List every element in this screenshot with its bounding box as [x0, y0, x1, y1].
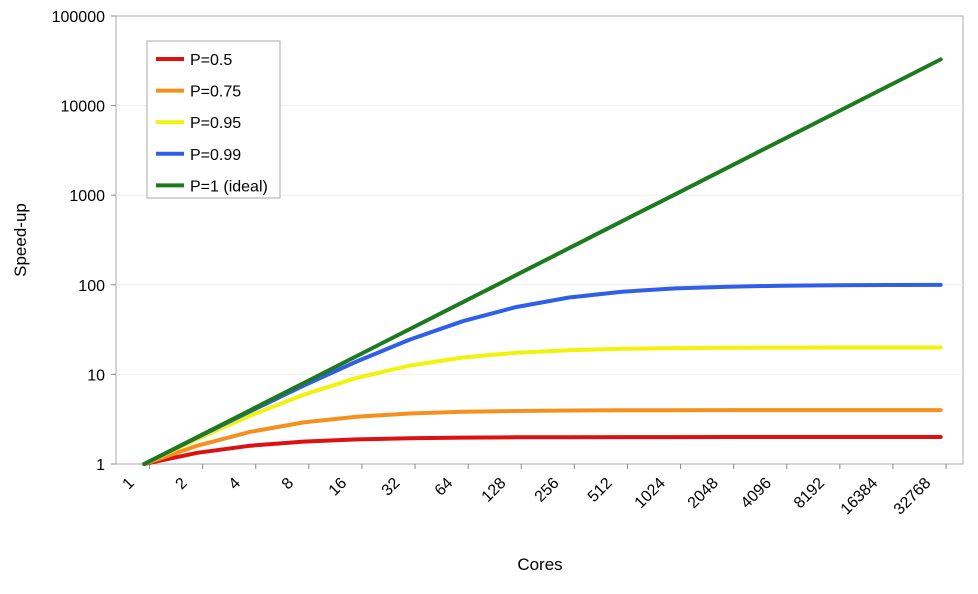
x-tick-label: 256 — [532, 475, 563, 506]
y-tick-label: 100000 — [52, 9, 105, 26]
x-tick-label: 8 — [279, 475, 297, 493]
x-tick-label: 32768 — [891, 475, 935, 519]
x-tick-label: 1024 — [632, 475, 669, 512]
series-line-p-0-5 — [142, 435, 943, 466]
y-axis-title: Speed-up — [11, 203, 30, 277]
series-line-p-0-95 — [142, 345, 943, 466]
x-tick-label: 2048 — [685, 475, 722, 512]
legend: P=0.5 P=0.75 P=0.95 P=0.99 P=1 (ideal) — [146, 40, 281, 199]
x-tick-label: 32 — [379, 475, 404, 500]
legend-label-p-0-5: P=0.5 — [190, 52, 232, 69]
x-tick-label: 16 — [326, 475, 351, 500]
x-tick-label: 4096 — [738, 475, 775, 512]
y-tick-label: 10000 — [61, 99, 106, 116]
legend-label-p-0-95: P=0.95 — [190, 115, 241, 132]
y-tick-label: 1 — [96, 457, 105, 474]
y-tick-label: 1000 — [69, 188, 105, 205]
series-lines — [142, 57, 943, 466]
legend-label-p-0-75: P=0.75 — [190, 84, 241, 101]
y-tick-label: 100 — [78, 278, 105, 295]
x-tick-label: 8192 — [791, 475, 828, 512]
legend-label-p-1-ideal: P=1 (ideal) — [190, 178, 268, 195]
x-tick-label: 64 — [432, 475, 457, 500]
legend-label-p-0-99: P=0.99 — [190, 147, 241, 164]
series-line-p-1-ideal — [142, 57, 943, 466]
x-tick-label: 128 — [479, 475, 510, 506]
y-tick-label: 10 — [87, 367, 105, 384]
x-tick-label: 1 — [120, 475, 138, 493]
x-tick-label: 2 — [173, 475, 191, 493]
x-tick-label: 512 — [585, 475, 616, 506]
x-tick-label: 16384 — [838, 475, 882, 519]
x-tick-label: 4 — [226, 475, 244, 493]
legend-box — [146, 40, 281, 199]
x-axis: 1 2 4 8 16 32 64 128 256 512 1024 2048 4096 8192 16384… — [120, 464, 947, 518]
series-line-p-0-75 — [142, 408, 943, 466]
x-axis-title: Cores — [517, 555, 562, 574]
